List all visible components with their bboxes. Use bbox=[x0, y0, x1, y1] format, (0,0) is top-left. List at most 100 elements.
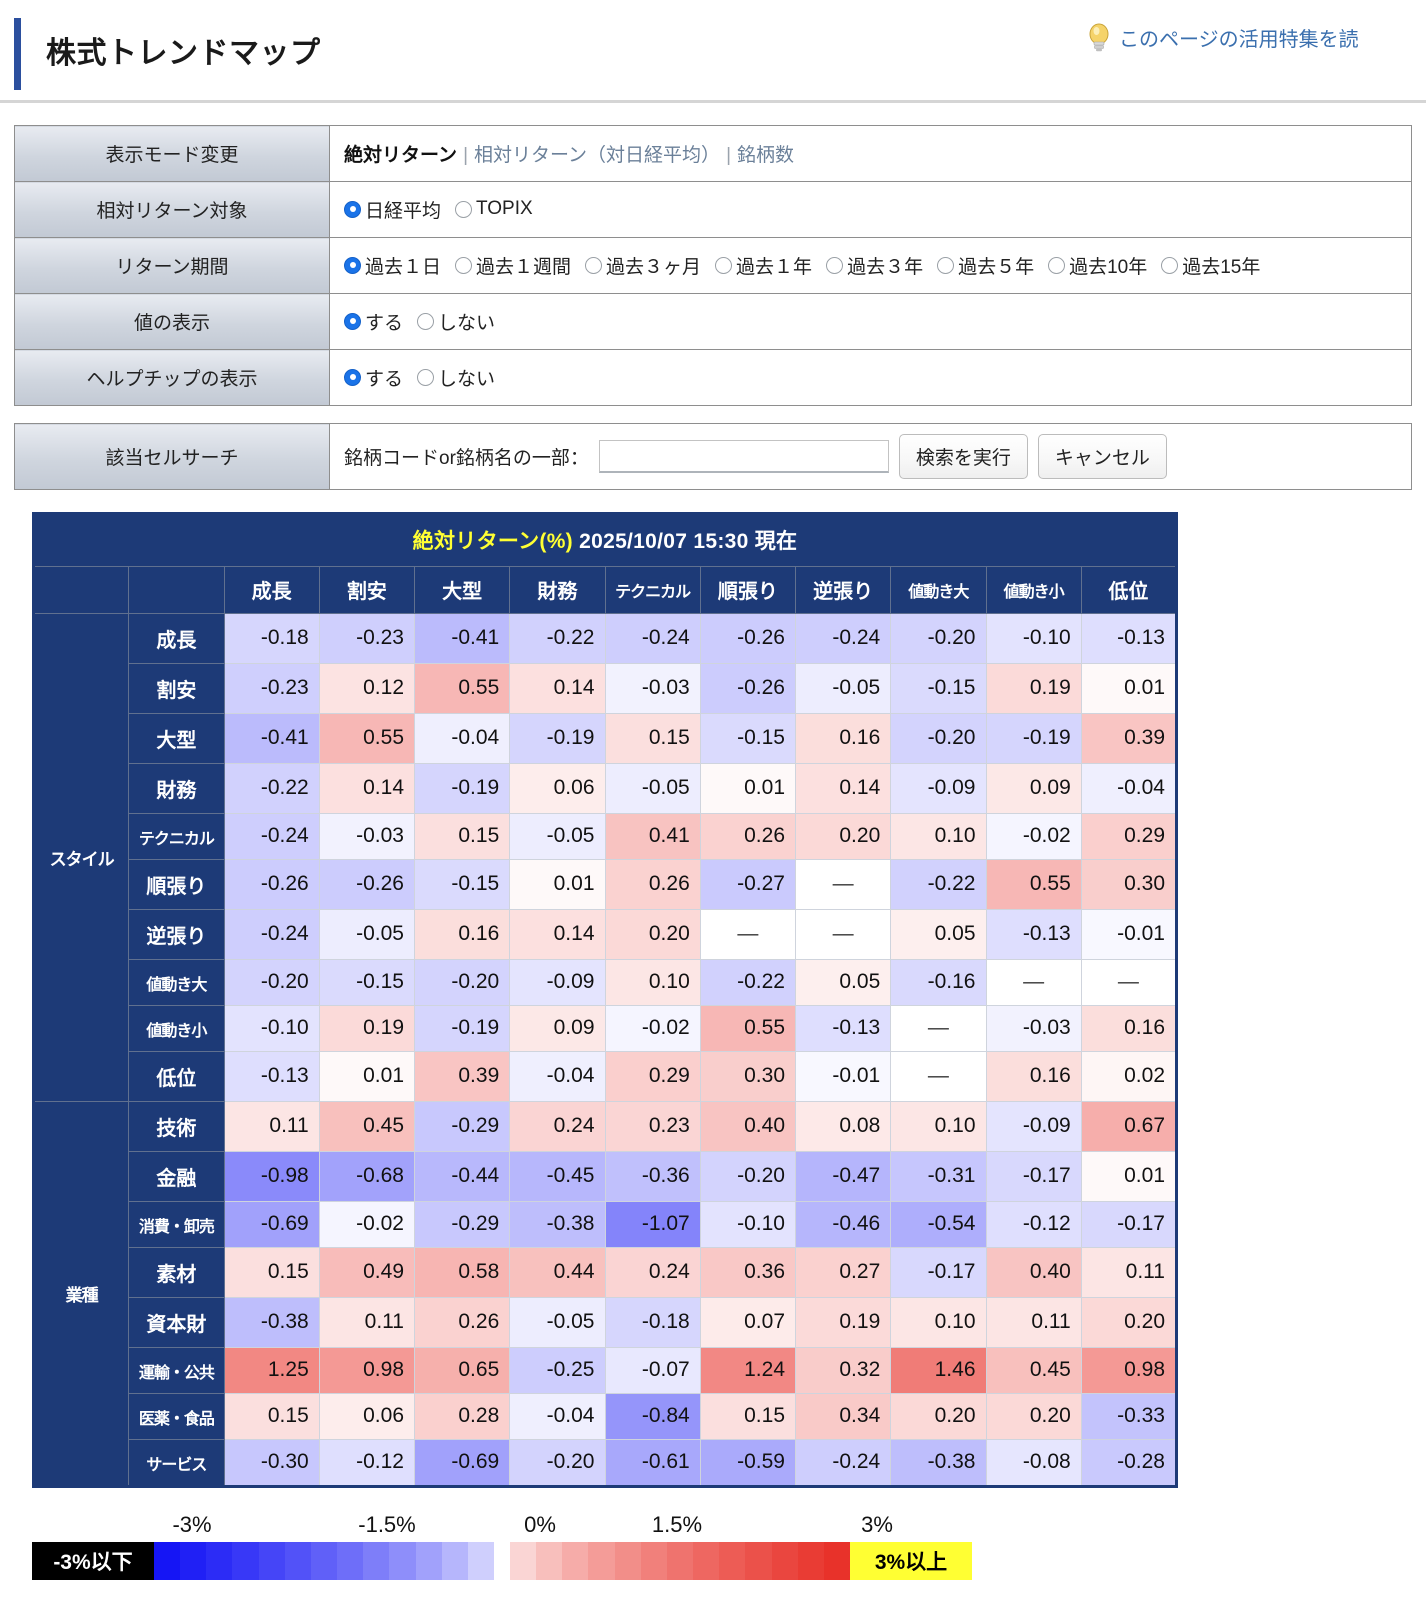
heatmap-row-header[interactable]: 値動き小 bbox=[128, 1005, 225, 1052]
heatmap-cell[interactable]: -0.05 bbox=[509, 813, 606, 860]
search-input[interactable] bbox=[598, 440, 889, 473]
radio-relative-target-1[interactable]: TOPIX bbox=[455, 198, 533, 220]
heatmap-cell[interactable]: -0.29 bbox=[413, 1201, 511, 1248]
heatmap-cell[interactable]: 0.02 bbox=[1080, 1051, 1178, 1102]
heatmap-column-header[interactable]: テクニカル bbox=[604, 566, 701, 614]
heatmap-cell[interactable]: 0.41 bbox=[604, 813, 701, 860]
heatmap-cell[interactable]: 0.15 bbox=[223, 1393, 320, 1440]
heatmap-cell[interactable]: 0.12 bbox=[318, 663, 416, 714]
heatmap-cell[interactable]: -0.33 bbox=[1080, 1393, 1178, 1440]
heatmap-cell[interactable]: -0.38 bbox=[890, 1439, 987, 1487]
heatmap-cell[interactable]: 0.29 bbox=[1080, 813, 1178, 860]
heatmap-cell[interactable]: 0.65 bbox=[413, 1347, 511, 1394]
radio-return-period-5[interactable]: 過去５年 bbox=[937, 252, 1034, 279]
heatmap-cell[interactable]: -0.41 bbox=[223, 713, 320, 764]
heatmap-cell[interactable]: -0.23 bbox=[318, 613, 416, 664]
heatmap-row-header[interactable]: 消費・卸売 bbox=[128, 1201, 225, 1248]
heatmap-cell[interactable]: -0.20 bbox=[890, 713, 987, 764]
heatmap-cell[interactable]: 0.20 bbox=[1080, 1297, 1178, 1348]
heatmap-cell[interactable]: -0.18 bbox=[223, 613, 320, 664]
heatmap-cell[interactable]: -0.13 bbox=[223, 1051, 320, 1102]
heatmap-cell[interactable]: 0.39 bbox=[1080, 713, 1178, 764]
heatmap-cell[interactable]: -0.59 bbox=[699, 1439, 797, 1487]
heatmap-cell[interactable]: 0.26 bbox=[413, 1297, 511, 1348]
heatmap-cell[interactable]: 0.14 bbox=[509, 663, 606, 714]
heatmap-cell[interactable]: 0.98 bbox=[318, 1347, 416, 1394]
radio-dot-icon[interactable] bbox=[455, 256, 473, 274]
radio-dot-icon[interactable] bbox=[826, 256, 844, 274]
heatmap-cell[interactable]: 0.16 bbox=[1080, 1005, 1178, 1052]
heatmap-row-header[interactable]: 運輸・公共 bbox=[128, 1347, 225, 1394]
heatmap-cell[interactable]: 0.26 bbox=[699, 813, 797, 860]
heatmap-cell[interactable]: -0.10 bbox=[985, 613, 1082, 664]
heatmap-cell[interactable]: -0.05 bbox=[604, 763, 701, 814]
radio-dot-icon[interactable] bbox=[715, 256, 733, 274]
display-mode-count-link[interactable]: 銘柄数 bbox=[737, 145, 795, 166]
heatmap-cell[interactable]: -0.20 bbox=[413, 959, 511, 1006]
heatmap-cell[interactable]: 0.01 bbox=[318, 1051, 416, 1102]
radio-return-period-6[interactable]: 過去10年 bbox=[1048, 252, 1147, 279]
heatmap-cell[interactable]: -0.02 bbox=[985, 813, 1082, 860]
radio-dot-icon[interactable] bbox=[417, 312, 435, 330]
heatmap-cell[interactable]: 0.26 bbox=[604, 859, 701, 910]
heatmap-cell[interactable]: -0.22 bbox=[699, 959, 797, 1006]
heatmap-cell[interactable]: -0.10 bbox=[699, 1201, 797, 1248]
heatmap-cell[interactable]: -0.36 bbox=[604, 1151, 701, 1202]
heatmap-row-header[interactable]: サービス bbox=[128, 1439, 225, 1487]
heatmap-cell[interactable]: 0.15 bbox=[223, 1247, 320, 1298]
radio-dot-icon[interactable] bbox=[1161, 256, 1179, 274]
heatmap-cell[interactable]: -0.20 bbox=[890, 613, 987, 664]
heatmap-cell[interactable]: 0.27 bbox=[794, 1247, 892, 1298]
heatmap-cell[interactable]: -0.44 bbox=[413, 1151, 511, 1202]
heatmap-cell[interactable]: 0.55 bbox=[985, 859, 1082, 910]
heatmap-cell[interactable]: -0.46 bbox=[794, 1201, 892, 1248]
heatmap-cell[interactable]: -0.09 bbox=[985, 1101, 1082, 1152]
heatmap-cell[interactable]: 0.23 bbox=[604, 1101, 701, 1152]
heatmap-cell[interactable]: 0.16 bbox=[985, 1051, 1082, 1102]
heatmap-cell[interactable]: -0.17 bbox=[1080, 1201, 1178, 1248]
heatmap-row-header[interactable]: 医薬・食品 bbox=[128, 1393, 225, 1440]
radio-dot-icon[interactable] bbox=[1048, 256, 1066, 274]
heatmap-cell[interactable]: 0.06 bbox=[509, 763, 606, 814]
heatmap-row-header[interactable]: 資本財 bbox=[128, 1297, 225, 1348]
radio-return-period-2[interactable]: 過去３ヶ月 bbox=[585, 252, 701, 279]
heatmap-cell[interactable]: 0.45 bbox=[985, 1347, 1082, 1394]
heatmap-cell[interactable]: 0.01 bbox=[699, 763, 797, 814]
heatmap-cell[interactable]: 0.40 bbox=[985, 1247, 1082, 1298]
heatmap-cell[interactable]: -0.38 bbox=[223, 1297, 320, 1348]
heatmap-cell[interactable]: -0.26 bbox=[699, 663, 797, 714]
heatmap-cell[interactable]: -0.98 bbox=[223, 1151, 320, 1202]
heatmap-cell[interactable]: -0.03 bbox=[318, 813, 416, 860]
heatmap-cell[interactable]: -0.13 bbox=[794, 1005, 892, 1052]
heatmap-cell[interactable]: 0.16 bbox=[794, 713, 892, 764]
heatmap-cell[interactable]: -0.19 bbox=[413, 1005, 511, 1052]
heatmap-cell[interactable]: -0.16 bbox=[890, 959, 987, 1006]
heatmap-cell[interactable]: -1.07 bbox=[604, 1201, 701, 1248]
heatmap-cell[interactable]: — bbox=[794, 909, 892, 960]
heatmap-cell[interactable]: 0.06 bbox=[318, 1393, 416, 1440]
heatmap-cell[interactable]: -0.24 bbox=[223, 813, 320, 860]
heatmap-cell[interactable]: 1.24 bbox=[699, 1347, 797, 1394]
heatmap-cell[interactable]: -0.30 bbox=[223, 1439, 320, 1487]
heatmap-cell[interactable]: -0.23 bbox=[223, 663, 320, 714]
heatmap-cell[interactable]: 0.19 bbox=[794, 1297, 892, 1348]
heatmap-cell[interactable]: -0.17 bbox=[985, 1151, 1082, 1202]
heatmap-cell[interactable]: 0.09 bbox=[985, 763, 1082, 814]
heatmap-cell[interactable]: 0.14 bbox=[794, 763, 892, 814]
radio-dot-icon[interactable] bbox=[344, 368, 361, 386]
heatmap-cell[interactable]: 0.20 bbox=[604, 909, 701, 960]
heatmap-row-header[interactable]: 技術 bbox=[128, 1101, 225, 1152]
heatmap-cell[interactable]: -0.13 bbox=[1080, 613, 1178, 664]
radio-dot-icon[interactable] bbox=[455, 200, 473, 218]
heatmap-cell[interactable]: -0.15 bbox=[413, 859, 511, 910]
heatmap-cell[interactable]: -0.47 bbox=[794, 1151, 892, 1202]
heatmap-cell[interactable]: 0.24 bbox=[604, 1247, 701, 1298]
heatmap-column-header[interactable]: 大型 bbox=[413, 566, 511, 614]
heatmap-cell[interactable]: — bbox=[890, 1005, 987, 1052]
heatmap-cell[interactable]: -0.22 bbox=[509, 613, 606, 664]
heatmap-cell[interactable]: -0.84 bbox=[604, 1393, 701, 1440]
heatmap-cell[interactable]: -0.01 bbox=[1080, 909, 1178, 960]
heatmap-cell[interactable]: 0.19 bbox=[985, 663, 1082, 714]
heatmap-cell[interactable]: -0.09 bbox=[509, 959, 606, 1006]
heatmap-cell[interactable]: -0.15 bbox=[699, 713, 797, 764]
